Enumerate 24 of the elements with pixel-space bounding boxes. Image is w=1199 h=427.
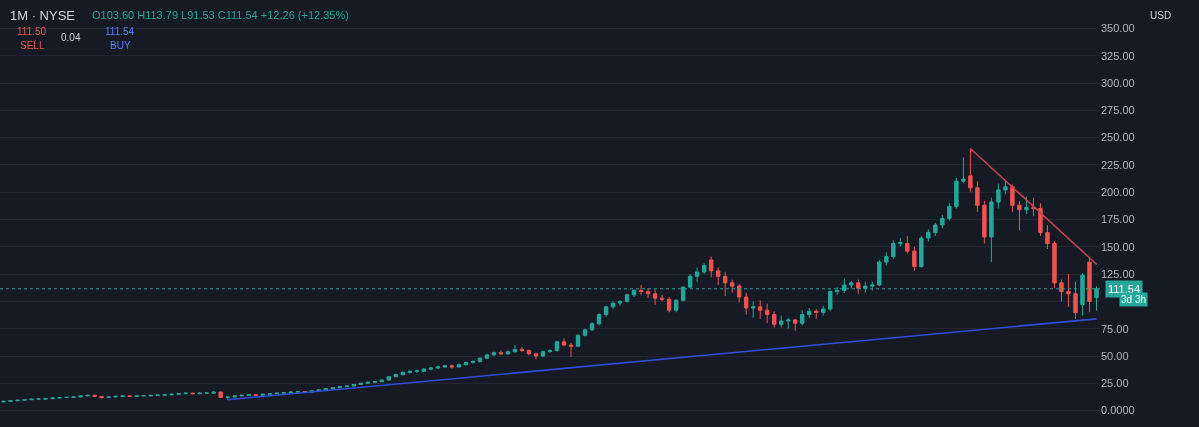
y-tick-label: 325.00 [1101,49,1135,62]
y-tick-label: 0.0000 [1101,404,1135,417]
y-tick-label: 300.00 [1101,76,1135,89]
y-tick-label: 200.00 [1101,186,1135,199]
y-tick-label: 175.00 [1101,213,1135,226]
y-tick-label: 75.00 [1101,322,1129,335]
y-tick-label: 250.00 [1101,131,1135,144]
y-tick-label: 150.00 [1101,240,1135,253]
y-tick-label: 50.00 [1101,349,1129,362]
annotation: BUY [110,40,131,51]
annotation: 0.04 [61,32,81,43]
y-tick-label: 275.00 [1101,104,1135,117]
y-tick-label: 225.00 [1101,158,1135,171]
text: 1M · NYSE [10,8,76,23]
ref-line-label: 111.54 [1108,283,1141,295]
text: O103.60 H113.79 L91.53 C111.54 +12.26 (+12.35%) [92,9,349,21]
annotation: SELL [20,40,45,51]
annotation: 111.54 [105,26,135,37]
y-tick-label: 125.00 [1101,267,1135,280]
text: USD [1150,10,1172,21]
y-tick-label: 350.00 [1101,22,1135,35]
text: 3d 3h [1121,294,1147,305]
annotation: 111.50 [17,26,47,37]
y-tick-label: 25.00 [1101,377,1129,390]
